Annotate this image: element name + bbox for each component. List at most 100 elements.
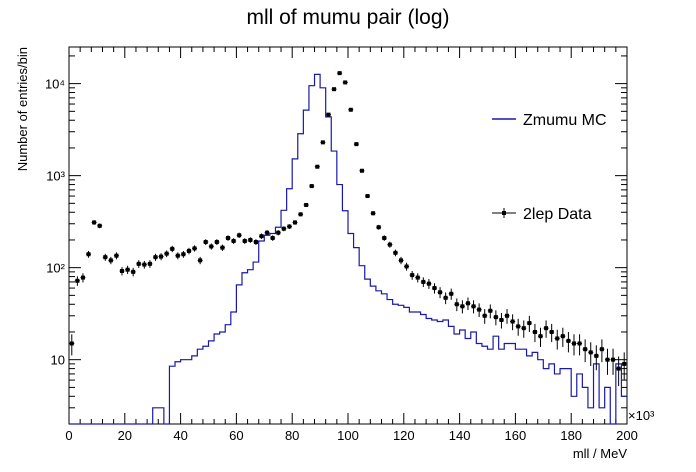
data-marker	[326, 112, 331, 117]
x-tick-label: 140	[449, 428, 471, 443]
data-point	[286, 224, 292, 229]
data-point	[465, 297, 471, 311]
data-marker	[555, 336, 560, 341]
data-marker	[120, 268, 125, 273]
data-marker	[142, 262, 147, 267]
data-marker	[527, 321, 532, 326]
data-marker	[209, 244, 214, 249]
data-marker	[471, 304, 476, 309]
data-marker	[292, 220, 297, 225]
data-point	[130, 267, 136, 277]
data-marker	[359, 168, 364, 173]
data-point	[141, 260, 147, 269]
data-point	[381, 235, 387, 241]
data-marker	[348, 107, 353, 112]
data-marker	[622, 361, 627, 366]
data-point	[348, 107, 354, 112]
data-point	[437, 287, 443, 299]
data-marker	[594, 353, 599, 358]
data-point	[225, 235, 231, 241]
data-point	[264, 230, 270, 236]
data-marker	[521, 326, 526, 331]
data-marker	[477, 307, 482, 312]
y-tick-label: 10³	[46, 169, 65, 184]
data-marker	[605, 357, 610, 362]
data-marker	[566, 338, 571, 343]
x-axis-ticks: 0 20 40 60 80 100 120 140 160 180 200	[65, 47, 638, 443]
data-marker	[181, 252, 186, 257]
data-point	[504, 309, 510, 324]
data-point	[158, 253, 164, 261]
data-point	[409, 270, 415, 280]
data-marker	[304, 202, 309, 207]
data-point	[186, 247, 192, 255]
data-point	[214, 239, 220, 246]
data-marker	[544, 326, 549, 331]
data-marker	[549, 329, 554, 334]
data-point	[236, 232, 242, 239]
data-marker	[371, 211, 376, 216]
data-point	[392, 249, 398, 257]
data-marker	[281, 226, 286, 231]
data-point	[303, 202, 309, 207]
data-point	[448, 288, 454, 300]
data-point	[482, 309, 488, 324]
data-point	[404, 262, 410, 271]
x-tick-label: 200	[616, 428, 638, 443]
data-marker	[320, 140, 325, 145]
data-point	[180, 250, 186, 258]
x-tick-label: 0	[65, 428, 72, 443]
data-marker	[253, 240, 258, 245]
data-marker	[454, 302, 459, 307]
data-marker	[332, 87, 337, 92]
data-point	[353, 142, 359, 147]
data-marker	[80, 275, 85, 280]
legend-marker-data	[502, 211, 506, 215]
data-point	[247, 237, 253, 243]
data-point	[259, 233, 265, 239]
data-point	[136, 260, 142, 268]
data-point	[197, 256, 203, 265]
data-marker	[393, 250, 398, 255]
x-tick-label: 100	[337, 428, 359, 443]
data-marker	[309, 184, 314, 189]
data-marker	[159, 254, 164, 259]
data-marker	[226, 236, 231, 241]
data-marker	[136, 261, 141, 266]
data-point	[571, 334, 577, 356]
data-marker	[175, 253, 180, 258]
data-point	[175, 252, 181, 260]
data-marker	[203, 240, 208, 245]
data-marker	[220, 245, 225, 250]
data-marker	[599, 347, 604, 352]
data-point	[387, 241, 393, 248]
data-point	[152, 253, 158, 261]
data-point	[119, 267, 125, 276]
data-point	[471, 300, 477, 314]
data-marker	[538, 334, 543, 339]
data-point	[577, 334, 583, 356]
data-point	[108, 256, 114, 265]
data-marker	[560, 334, 565, 339]
data-point	[91, 220, 97, 225]
data-marker	[147, 261, 152, 266]
data-point	[97, 223, 103, 229]
data-marker	[505, 313, 510, 318]
data-marker	[510, 319, 515, 324]
legend: Zmumu MC 2lep Data	[492, 112, 607, 223]
data-marker	[242, 238, 247, 243]
data-marker	[415, 275, 420, 280]
data-point	[415, 273, 421, 283]
data-point	[219, 244, 225, 251]
data-marker	[114, 253, 119, 258]
data-point	[80, 273, 86, 283]
data-marker	[265, 230, 270, 235]
data-marker	[343, 80, 348, 85]
y-tick-label: 10	[51, 353, 65, 368]
y-tick-label: 10⁴	[45, 77, 65, 92]
data-point	[125, 265, 131, 275]
data-marker	[404, 264, 409, 269]
data-marker	[387, 242, 392, 247]
data-marker	[438, 290, 443, 295]
